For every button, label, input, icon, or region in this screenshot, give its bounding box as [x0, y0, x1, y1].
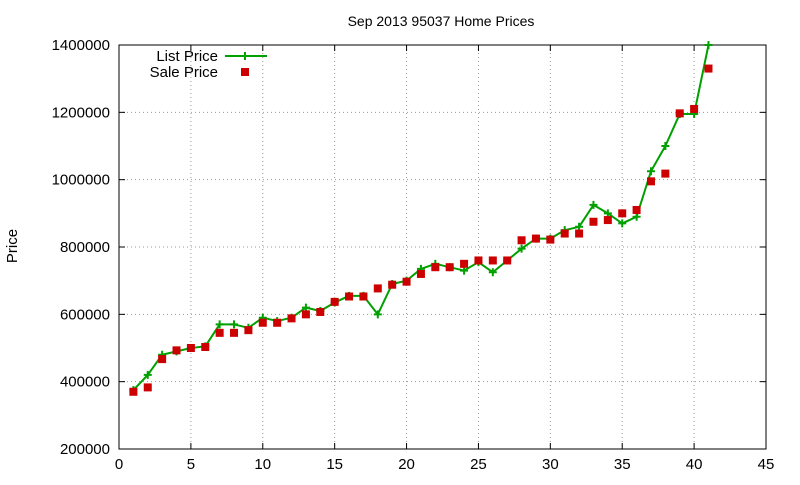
data-point-square — [201, 342, 210, 351]
legend: List Price Sale Price — [150, 48, 267, 81]
data-point-square — [474, 256, 483, 265]
data-point-square — [503, 256, 512, 265]
data-point-plus — [301, 303, 310, 312]
data-point-plus — [646, 167, 655, 176]
data-point-square — [273, 318, 282, 327]
x-tick-label: 15 — [326, 456, 343, 473]
grid-layer — [119, 45, 766, 449]
data-point-square — [560, 229, 569, 238]
x-tick-label: 30 — [542, 456, 559, 473]
data-point-plus — [215, 320, 224, 329]
chart-title: Sep 2013 95037 Home Prices — [348, 13, 535, 29]
x-tick-label: 40 — [686, 456, 703, 473]
data-point-plus — [589, 200, 598, 209]
data-point-plus — [517, 244, 526, 253]
y-tick-label: 600000 — [60, 306, 110, 323]
y-tick-label: 1400000 — [52, 37, 110, 54]
data-point-plus — [618, 219, 627, 228]
data-point-square — [244, 326, 253, 335]
data-point-plus — [632, 212, 641, 221]
x-tick-label: 0 — [115, 456, 123, 473]
data-point-plus — [460, 266, 469, 275]
tick-layer: 0 5 10 15 20 25 30 35 40 45 200000 400000 600000 8000… — [52, 37, 775, 473]
data-point-plus — [488, 268, 497, 277]
series-layer — [129, 41, 713, 396]
data-point-square — [546, 235, 555, 244]
data-point-square — [488, 256, 497, 265]
x-tick-label: 20 — [398, 456, 415, 473]
data-point-square — [690, 104, 699, 113]
x-tick-label: 45 — [758, 456, 775, 473]
y-axis-label: Price — [4, 229, 21, 263]
y-tick-label: 200000 — [60, 441, 110, 458]
data-point-square — [330, 297, 339, 306]
x-tick-label: 5 — [187, 456, 195, 473]
data-point-square — [258, 318, 267, 327]
data-point-square — [460, 259, 469, 268]
data-point-square — [402, 277, 411, 286]
data-point-square — [388, 280, 397, 289]
data-point-square — [618, 209, 627, 218]
data-point-square — [531, 234, 540, 243]
data-point-square — [143, 383, 152, 392]
legend-marker-list-price — [241, 52, 249, 60]
data-point-square — [675, 109, 684, 118]
plot-border — [118, 44, 767, 450]
y-tick-label: 1200000 — [52, 104, 110, 121]
data-point-square — [603, 216, 612, 225]
data-point-square — [575, 229, 584, 238]
y-tick-label: 800000 — [60, 239, 110, 256]
data-point-square — [416, 269, 425, 278]
data-point-plus — [143, 370, 152, 379]
data-point-plus — [575, 222, 584, 231]
data-point-square — [646, 177, 655, 186]
data-point-square — [129, 387, 138, 396]
series-list-price — [129, 41, 713, 395]
data-point-plus — [661, 142, 670, 150]
data-point-square — [589, 217, 598, 226]
data-point-square — [186, 344, 195, 352]
data-point-square — [632, 205, 641, 214]
data-point-plus — [373, 310, 382, 319]
data-point-square — [661, 169, 670, 178]
data-point-square — [704, 64, 713, 73]
data-point-square — [230, 328, 239, 337]
x-tick-label: 35 — [614, 456, 631, 473]
data-point-square — [301, 310, 310, 319]
x-tick-label: 10 — [254, 456, 271, 473]
data-point-square — [359, 292, 368, 301]
data-point-square — [172, 346, 181, 355]
data-point-plus — [603, 209, 612, 218]
legend-marker-sale-price — [241, 68, 249, 76]
legend-label-list-price: List Price — [156, 48, 218, 65]
data-point-square — [287, 314, 296, 323]
data-point-square — [158, 355, 167, 364]
data-point-square — [517, 236, 526, 245]
data-point-plus — [230, 320, 239, 329]
y-tick-label: 1000000 — [52, 172, 110, 189]
data-point-square — [215, 328, 224, 337]
data-point-square — [345, 292, 354, 301]
series-sale-price — [129, 64, 713, 396]
data-point-square — [316, 307, 325, 316]
x-tick-label: 25 — [470, 456, 487, 473]
y-tick-label: 400000 — [60, 374, 110, 391]
legend-label-sale-price: Sale Price — [150, 64, 218, 81]
data-point-square — [445, 263, 454, 272]
data-point-square — [373, 284, 382, 293]
data-point-square — [431, 263, 440, 272]
data-point-plus — [704, 41, 713, 49]
